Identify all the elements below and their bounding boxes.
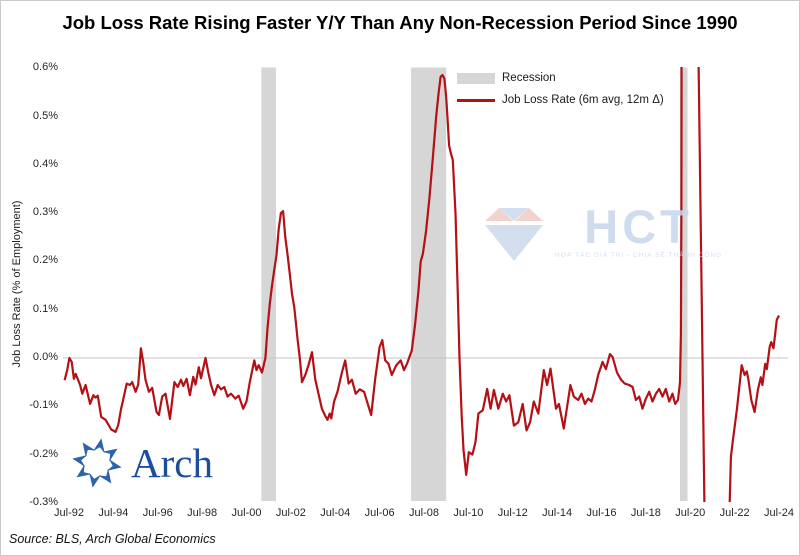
pinwheel-arm: [93, 438, 105, 454]
x-tick-label: Jul-96: [142, 507, 173, 519]
x-tick-label: Jul-10: [453, 507, 484, 519]
hct-tagline: HỢP TÁC GIÁ TRỊ - CHIA SẺ THÀNH CÔNG: [555, 252, 723, 259]
x-tick-label: Jul-94: [98, 507, 129, 519]
pinwheel-arm: [102, 448, 118, 462]
x-tick-label: Jul-00: [231, 507, 262, 519]
x-tick-label: Jul-92: [54, 507, 84, 519]
chart-title: Job Loss Rate Rising Faster Y/Y Than Any…: [62, 12, 738, 33]
legend: Recession Job Loss Rate (6m avg, 12m Δ): [457, 67, 664, 111]
pinwheel-arm: [89, 472, 101, 488]
recession-band: [411, 67, 447, 501]
y-tick-label: -0.2%: [29, 447, 58, 460]
x-tick-label: Jul-02: [275, 507, 306, 519]
y-tick-label: 0.6%: [32, 61, 58, 74]
x-tick-label: Jul-08: [409, 507, 439, 519]
pinwheel-arm: [106, 459, 122, 471]
source-note: Source: BLS, Arch Global Economics: [9, 532, 216, 546]
recession-band: [261, 67, 276, 501]
legend-label-recession: Recession: [502, 72, 556, 84]
legend-item-jobloss: Job Loss Rate (6m avg, 12m Δ): [457, 89, 664, 111]
x-tick-label: Jul-14: [542, 507, 573, 519]
pinwheel-arm: [76, 464, 92, 478]
y-tick-label: 0.0%: [32, 351, 58, 363]
arch-wordmark: Arch: [131, 440, 213, 486]
recession-band-swatch: [457, 72, 495, 84]
job-loss-rate-line-swatch: [457, 98, 495, 102]
hct-diamond-icon: [485, 208, 543, 261]
x-tick-label: Jul-06: [364, 507, 395, 519]
y-tick-label: 0.5%: [32, 109, 58, 122]
x-tick-label: Jul-18: [630, 507, 661, 519]
x-tick-label: Jul-22: [719, 507, 750, 519]
hct-wordmark: HCT: [584, 200, 693, 253]
y-tick-label: 0.2%: [32, 254, 58, 267]
job-loss-rate-line: [63, 67, 780, 502]
x-tick-label: Jul-04: [320, 507, 351, 519]
hct-watermark-text: HCT HỢP TÁC GIÁ TRỊ - CHIA SẺ THÀNH CÔNG: [555, 200, 723, 259]
y-tick-label: 0.1%: [32, 302, 58, 315]
legend-label-jobloss: Job Loss Rate (6m avg, 12m Δ): [502, 94, 664, 106]
pinwheel-arm: [72, 455, 88, 467]
arch-logo: Arch: [69, 435, 213, 491]
x-tick-label: Jul-98: [187, 507, 218, 519]
y-tick-label: -0.1%: [29, 399, 58, 412]
arch-pinwheel-icon: [72, 438, 122, 488]
recession-band: [680, 67, 688, 501]
legend-item-recession: Recession: [457, 67, 664, 89]
y-tick-label: 0.3%: [32, 206, 58, 219]
pinwheel-arm: [82, 442, 96, 458]
x-tick-label: Jul-12: [497, 507, 528, 519]
x-tick-label: Jul-24: [764, 507, 794, 519]
hct-watermark: HCT HỢP TÁC GIÁ TRỊ - CHIA SẺ THÀNH CÔNG: [483, 200, 723, 263]
x-tick-label: Jul-20: [675, 507, 706, 519]
x-tick-label: Jul-16: [586, 507, 617, 519]
recession-bands: [261, 67, 688, 501]
pinwheel-arm: [98, 468, 112, 484]
y-tick-label: 0.4%: [32, 157, 58, 170]
y-tick-label: -0.3%: [29, 495, 58, 508]
